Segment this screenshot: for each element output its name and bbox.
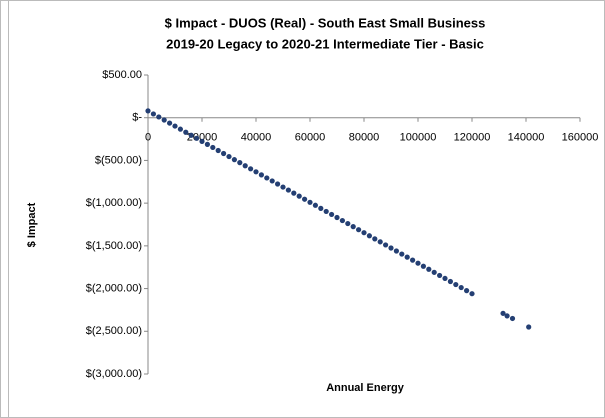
point [329,211,335,218]
point [275,181,281,187]
point [177,126,183,132]
point [167,120,173,126]
point [210,144,216,151]
point [377,239,383,245]
point [526,324,532,330]
point [383,242,389,248]
point [509,315,516,322]
point [237,160,243,166]
point [253,169,259,175]
chart-title: $ Impact - DUOS (Real) - South East Smal… [165,15,486,30]
point [388,245,394,251]
point [291,190,297,196]
x-tick-label: 0 [145,132,151,144]
y-tick-label: $(500.00) [95,154,142,166]
x-tick-label: 40000 [241,132,272,144]
point [194,135,200,141]
point [285,187,291,193]
point [404,254,410,260]
point [500,310,506,316]
point [269,178,275,184]
point [361,230,367,236]
y-tick-label: $(3,000.00) [86,368,142,380]
point [458,284,464,291]
point [221,150,227,157]
point [296,193,302,199]
point [150,111,156,117]
point [226,153,232,160]
point [356,227,362,233]
point [248,166,254,172]
point [199,138,205,144]
point [156,114,162,120]
point [204,141,210,147]
point [334,214,340,221]
point [372,236,378,242]
y-tick-label: $(1,500.00) [86,240,142,252]
point [318,205,324,211]
x-tick-label: 20000 [187,132,218,144]
point [172,123,178,129]
point [469,291,475,297]
chart-subtitle: 2019-20 Legacy to 2020-21 Intermediate T… [166,36,484,51]
point [399,251,405,257]
point [431,269,437,275]
point [504,313,510,319]
point [215,147,221,154]
point [366,233,372,239]
point [415,260,421,266]
point [242,163,248,169]
point [307,199,313,205]
point [161,117,167,123]
point [447,278,453,285]
y-tick-label: $- [132,112,142,124]
point [442,275,448,282]
point [410,257,416,263]
y-tick-label: $(1,000.00) [86,197,142,209]
x-tick-label: 120000 [454,132,491,144]
point [420,263,426,269]
point [453,281,459,288]
point [264,175,270,181]
x-tick-label: 80000 [349,132,380,144]
point [183,129,189,135]
point [302,196,308,202]
x-axis-title: Annual Energy [326,382,405,394]
point [258,172,264,178]
point [464,288,470,294]
point [393,248,399,254]
y-tick-label: $500.00 [102,69,142,81]
y-tick-label: $(2,500.00) [86,325,142,337]
x-tick-label: 100000 [400,132,437,144]
point [437,272,443,279]
point [231,157,237,163]
y-axis-title: $ Impact [26,202,38,247]
y-tick-label: $(2,000.00) [86,282,142,294]
point [188,132,194,138]
point [426,266,432,272]
point [323,208,329,215]
point [345,220,351,227]
x-tick-label: 140000 [508,132,545,144]
point [280,184,286,190]
point [145,108,151,114]
point [312,202,318,208]
point [339,217,345,224]
x-tick-label: 60000 [295,132,326,144]
x-tick-label: 160000 [562,132,599,144]
point [350,224,356,230]
